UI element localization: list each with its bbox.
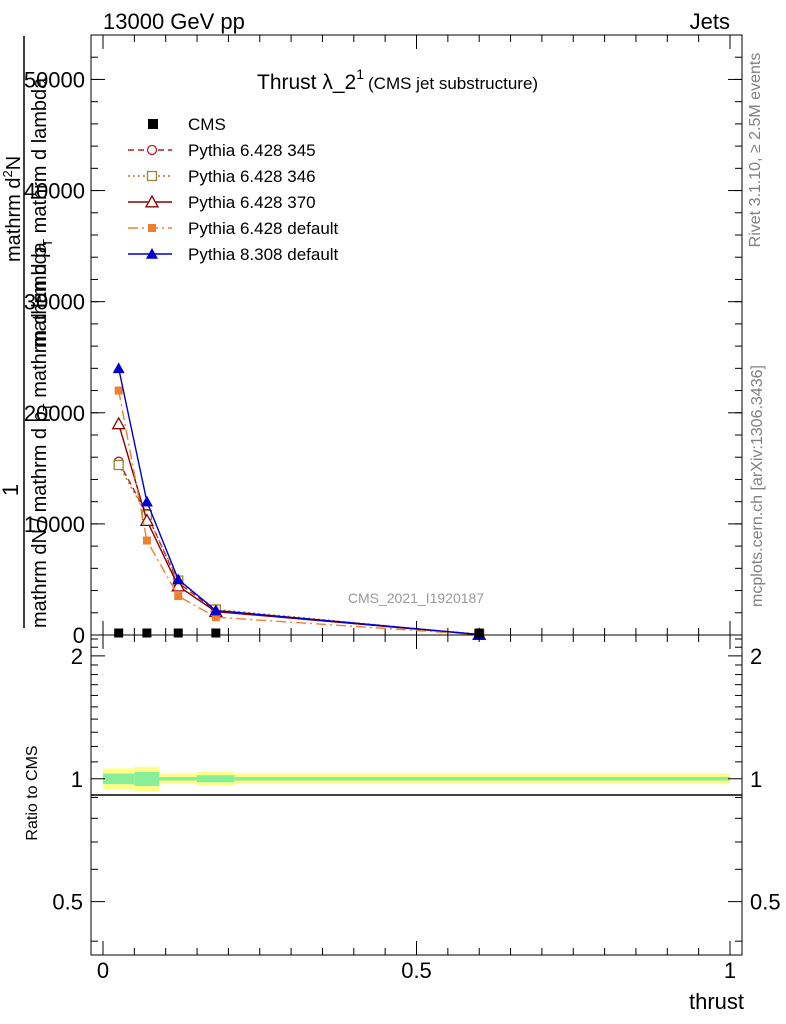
legend-label: Pythia 6.428 345 <box>188 141 316 160</box>
legend-item: Pythia 6.428 345 <box>128 141 316 160</box>
ylabel-denominator: mathrm dN / mathrm d pT mathrm d lambda <box>29 241 55 628</box>
header-left: 13000 GeV pp <box>103 9 245 34</box>
legend-item: Pythia 6.428 default <box>128 219 339 238</box>
ratio-band-green <box>197 775 235 783</box>
x-tick-label: 0 <box>97 958 109 983</box>
legend-marker <box>146 248 158 259</box>
ratio-y-tick-label: 1 <box>71 767 83 792</box>
series-point <box>171 578 186 592</box>
x-tick-label: 1 <box>724 958 736 983</box>
ratio-ylabel: Ratio to CMS <box>24 745 41 840</box>
ratio-plot-panel: 0.5 0.5 1 1 2 2 <box>52 634 781 956</box>
ylabel-numerator: 1 <box>0 484 23 496</box>
mcplots-label: mcplots.cern.ch [arXiv:1306.3436] <box>749 365 766 607</box>
data-point <box>173 628 183 638</box>
y-tick-label: 50000 <box>24 67 85 92</box>
ratio-band-green <box>159 776 198 781</box>
data-point <box>114 628 124 638</box>
series-point <box>112 362 125 374</box>
header-right: Jets <box>690 9 730 34</box>
ratio-band-green <box>234 776 731 781</box>
series-line <box>117 390 480 636</box>
ratio-y-tick-label-right: 2 <box>750 644 762 669</box>
series-line <box>118 461 480 636</box>
series-line <box>118 464 480 636</box>
legend-item: Pythia 6.428 370 <box>128 193 316 212</box>
legend-marker <box>148 119 158 129</box>
legend-label: CMS <box>188 115 226 134</box>
legend-label: Pythia 6.428 370 <box>188 193 316 212</box>
legend-marker <box>144 194 160 208</box>
legend-item: Pythia 6.428 346 <box>128 167 316 186</box>
data-point <box>142 628 152 638</box>
rivet-label: Rivet 3.1.10, ≥ 2.5M events <box>747 53 764 248</box>
ratio-y-tick-label: 0.5 <box>52 890 83 915</box>
data-point <box>211 628 221 638</box>
y-tick-label: 0 <box>73 623 85 648</box>
y-tick-label: 20000 <box>24 401 85 426</box>
series-pythia-6-428-346 <box>113 459 485 640</box>
legend-item-cms: CMS <box>148 115 226 134</box>
ratio-band-green <box>134 771 160 786</box>
plot-title: Thrust λ_21 (CMS jet substructure) <box>257 66 538 94</box>
main-plot-panel: 0 10000 20000 30000 40000 50000 CMS_2021_I192… <box>24 34 743 648</box>
y-tick-label: 40000 <box>24 179 85 204</box>
y-tick-label: 10000 <box>24 512 85 537</box>
series-cms-data <box>114 628 484 638</box>
legend-marker <box>146 144 158 156</box>
ylabel-top-denominator: mathrm d pT mathrm d lambda <box>29 77 55 348</box>
series-pythia-6-428-345 <box>113 456 485 640</box>
series-point <box>172 573 185 585</box>
series-point <box>111 416 126 430</box>
legend: CMS Pythia 6.428 345 Pythia 6.428 346 Pythi… <box>128 115 339 264</box>
data-point <box>474 628 484 638</box>
y-axis-label: 1 mathrm dN / mathrm d pT mathrm d lambd… <box>0 36 55 628</box>
legend-marker <box>146 170 158 182</box>
legend-item: Pythia 8.308 default <box>128 245 339 264</box>
ratio-band-green <box>103 773 135 785</box>
x-tick-label: 0.5 <box>401 958 432 983</box>
series-point <box>174 592 183 601</box>
ratio-y-tick-label-right: 1 <box>750 767 762 792</box>
legend-label: Pythia 8.308 default <box>188 245 339 264</box>
legend-label: Pythia 6.428 default <box>188 219 339 238</box>
y-tick-label: 30000 <box>24 290 85 315</box>
series-point <box>211 613 220 622</box>
ratio-y-tick-label: 2 <box>71 644 83 669</box>
series-point <box>140 495 153 507</box>
watermark: CMS_2021_I1920187 <box>348 590 484 606</box>
series-point <box>114 386 123 395</box>
x-axis-label: thrust <box>689 989 744 1014</box>
series-point <box>142 536 151 545</box>
ratio-y-tick-label-right: 0.5 <box>750 890 781 915</box>
series-pythia-6-428-370 <box>111 416 487 641</box>
legend-marker <box>148 224 156 232</box>
legend-label: Pythia 6.428 346 <box>188 167 316 186</box>
series-point <box>113 459 124 471</box>
ylabel-top-numerator: mathrm d2N <box>0 156 25 262</box>
series-point <box>209 604 222 616</box>
